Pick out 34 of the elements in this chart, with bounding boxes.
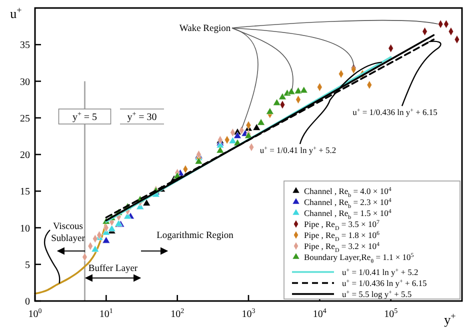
y-tick-label: 20 — [20, 150, 30, 161]
legend-label: Channel , Re$_{b}$ = 2.3 × 10$^{4}$ — [304, 197, 392, 210]
x-axis-title: y$^{+}$ — [444, 311, 456, 327]
y-tick-label: 15 — [20, 186, 30, 198]
legend-label: Pipe , Re$_{D}$ = 1.8 × 10$^{6}$ — [304, 230, 380, 243]
legend-label: Pipe , Re$_{D}$ = 3.2 × 10$^{4}$ — [304, 241, 380, 254]
y-axis-title: u$^{+}$ — [10, 5, 22, 21]
annotation: Wake Region — [179, 24, 231, 34]
annotation: u$^{+}$ = 1/0.41 ln y$^{+}$ + 5.2 — [260, 145, 336, 155]
legend-label: u$^{+}$ = 1/0.41 ln y$^{+}$ + 5.2 — [342, 267, 418, 277]
ref-line-label: y$^{+}$ = 5 — [72, 110, 98, 123]
annotation: Logarithmic Region — [156, 231, 234, 241]
annotation: y$^{+}$ = 30 — [127, 110, 157, 123]
legend-label: Channel , Re$_{b}$ = 1.5 × 10$^{4}$ — [304, 208, 392, 221]
y-tick-label: 25 — [20, 113, 30, 124]
legend-label: Boundary Layer,Re$_{θ}$ = 1.1 × 10$^{5}$ — [304, 252, 414, 265]
annotation: Viscous Sublayer — [51, 222, 86, 244]
x-tick-label: 10$^{3}$ — [242, 307, 256, 320]
annotation: u$^{+}$ = 1/0.436 ln y$^{+}$ + 6.15 — [352, 107, 438, 117]
x-tick-label: 10$^{2}$ — [170, 307, 185, 320]
y-tick-label: 0 — [25, 296, 30, 308]
y-tick-label: 35 — [20, 40, 30, 52]
y-tick-label: 5 — [25, 260, 30, 271]
legend-label: Pipe , Re$_{D}$ = 3.5 × 10$^{7}$ — [304, 219, 380, 232]
x-tick-label: 10$^{1}$ — [99, 307, 114, 320]
x-tick-label: 10$^{0}$ — [28, 307, 42, 320]
annotation: Buffer Layer — [88, 264, 138, 274]
x-tick-label: 10$^{5}$ — [384, 307, 398, 320]
y-tick-label: 30 — [20, 76, 30, 88]
x-tick-label: 10$^{4}$ — [312, 307, 327, 320]
legend-label: u$^{+}$ = 1/0.436 ln y$^{+}$ + 6.15 — [342, 278, 427, 288]
y-tick-label: 10 — [20, 223, 30, 234]
legend-label: u$^{+}$ = 5.5 log y$^{+}$ + 5.5 — [342, 289, 412, 299]
legend-label: Channel , Re$_{b}$ = 4.0 × 10$^{4}$ — [304, 186, 392, 199]
